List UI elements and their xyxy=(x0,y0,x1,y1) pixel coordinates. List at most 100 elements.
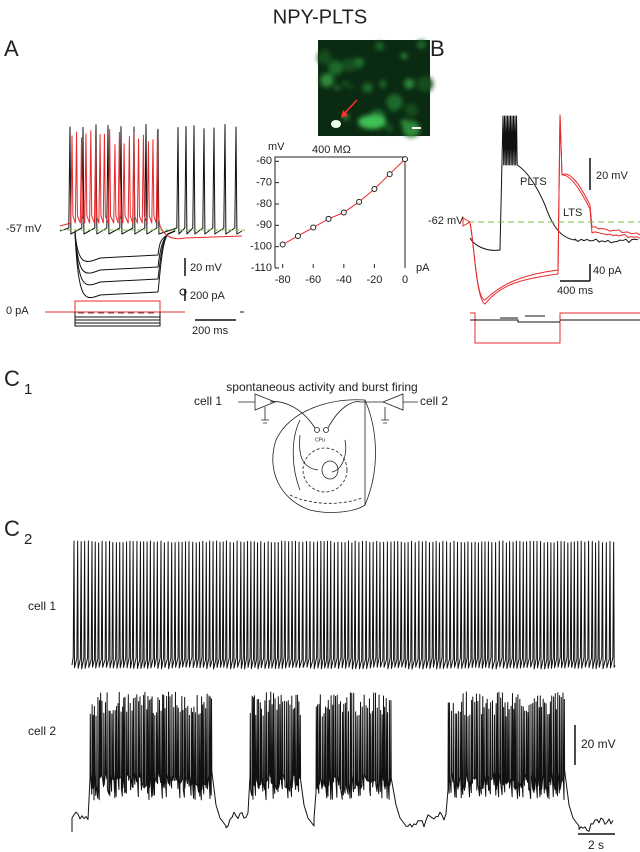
x-tick-label: -40 xyxy=(336,274,352,286)
iv-point xyxy=(356,198,363,205)
iv-line xyxy=(282,158,406,245)
panel-label: A xyxy=(4,36,19,61)
texture-spot xyxy=(354,60,364,69)
figure-title: NPY-PLTS xyxy=(273,6,367,28)
cell-label: cell 2 xyxy=(420,394,448,408)
panel-label: B xyxy=(430,36,445,61)
iv-point xyxy=(340,209,347,216)
trace-label: PLTS xyxy=(520,176,547,188)
panel-subscript: 1 xyxy=(24,381,32,398)
arrow-head xyxy=(341,110,348,118)
trace-label: LTS xyxy=(563,207,582,219)
electrode xyxy=(299,434,347,473)
region xyxy=(321,460,339,480)
brain-outline xyxy=(272,399,366,513)
texture-spot xyxy=(380,82,386,89)
texture-spot xyxy=(334,85,340,90)
iv-point xyxy=(386,171,393,178)
electrode xyxy=(269,401,361,429)
texture-spot xyxy=(320,73,334,88)
scale-label: 2 s xyxy=(588,838,604,852)
marker xyxy=(462,217,472,227)
texture-spot xyxy=(342,81,348,87)
scale-label: 200 pA xyxy=(190,290,226,302)
iv-point xyxy=(294,232,301,239)
x-axis-label: pA xyxy=(416,262,430,274)
scale-label: 20 mV xyxy=(596,170,628,182)
stimulus xyxy=(470,315,560,323)
region xyxy=(302,447,348,493)
y-tick-label: -100 xyxy=(250,241,272,253)
hyperpolarization-trace xyxy=(74,230,176,274)
brain-outline xyxy=(364,399,376,506)
texture-spot xyxy=(358,115,386,129)
trace xyxy=(469,115,639,251)
trace-label: cell 1 xyxy=(28,599,56,613)
trace-label: cell 2 xyxy=(28,724,56,738)
cell-label: cell 1 xyxy=(194,394,222,408)
trace xyxy=(71,540,616,670)
amplifier xyxy=(238,393,277,424)
electrode-tip xyxy=(314,427,320,433)
arrow xyxy=(343,99,358,115)
trace xyxy=(71,691,614,832)
stimulus xyxy=(470,312,640,344)
y-tick-label: -60 xyxy=(256,155,272,167)
panel-c2-traces xyxy=(71,540,616,832)
marker xyxy=(179,288,187,296)
y-tick-label: -110 xyxy=(251,262,272,274)
hyperpolarization-trace xyxy=(74,230,176,262)
stimulus xyxy=(74,312,161,327)
texture-spot xyxy=(385,123,394,133)
y-tick-label: -70 xyxy=(256,177,272,189)
panel-a-traces xyxy=(59,123,243,299)
texture-spot xyxy=(323,49,329,54)
region-label: CPu xyxy=(315,437,325,443)
scale-label: 20 mV xyxy=(190,262,222,274)
x-tick-label: -80 xyxy=(275,274,291,286)
texture-spot xyxy=(317,50,332,65)
iv-point xyxy=(325,215,332,222)
texture-spot xyxy=(362,82,373,93)
texture-spot xyxy=(328,60,344,76)
zero-current: 0 pA xyxy=(6,305,29,317)
x-tick-label: -20 xyxy=(366,274,382,286)
texture-spot xyxy=(416,40,426,50)
iv-plot: mV 400 MΩ pA -60-70-80-90-100-110-80 -60-… xyxy=(250,141,430,286)
electrode-tip xyxy=(323,427,329,433)
iv-point xyxy=(310,224,317,231)
scale-label: 200 ms xyxy=(192,325,229,337)
texture-spot xyxy=(416,76,434,93)
texture-spot xyxy=(401,52,408,60)
x-tick-label: -60 xyxy=(305,274,321,286)
iv-point xyxy=(371,186,378,193)
texture-spot xyxy=(375,41,384,51)
texture-spot xyxy=(404,103,418,117)
texture-spot xyxy=(400,119,409,127)
scale-label: 40 pA xyxy=(593,265,622,277)
scale-label: 20 mV xyxy=(581,737,616,751)
y-tick-label: -90 xyxy=(256,219,272,231)
micrograph-texture xyxy=(317,40,434,138)
panel-label: C xyxy=(4,366,20,391)
region xyxy=(289,494,363,504)
panel-label: C xyxy=(4,516,20,541)
hyperpolarization-trace xyxy=(74,230,176,286)
texture-spot xyxy=(386,94,403,111)
trace xyxy=(469,114,640,305)
iv-point xyxy=(279,241,286,248)
iv-point xyxy=(402,156,408,163)
scale-label: 400 ms xyxy=(557,285,594,297)
texture-spot xyxy=(342,57,357,73)
texture-spot xyxy=(404,78,415,89)
ventricle xyxy=(292,419,301,491)
y-tick-label: -80 xyxy=(256,198,272,210)
y-axis-label: mV xyxy=(268,141,285,153)
panel-subscript: 2 xyxy=(24,531,32,548)
rest-potential: -62 mV xyxy=(428,215,464,227)
hyperpolarization-trace xyxy=(74,230,176,299)
texture-spot xyxy=(348,84,354,90)
brain-schematic xyxy=(238,393,418,513)
cell-soma xyxy=(331,120,341,128)
